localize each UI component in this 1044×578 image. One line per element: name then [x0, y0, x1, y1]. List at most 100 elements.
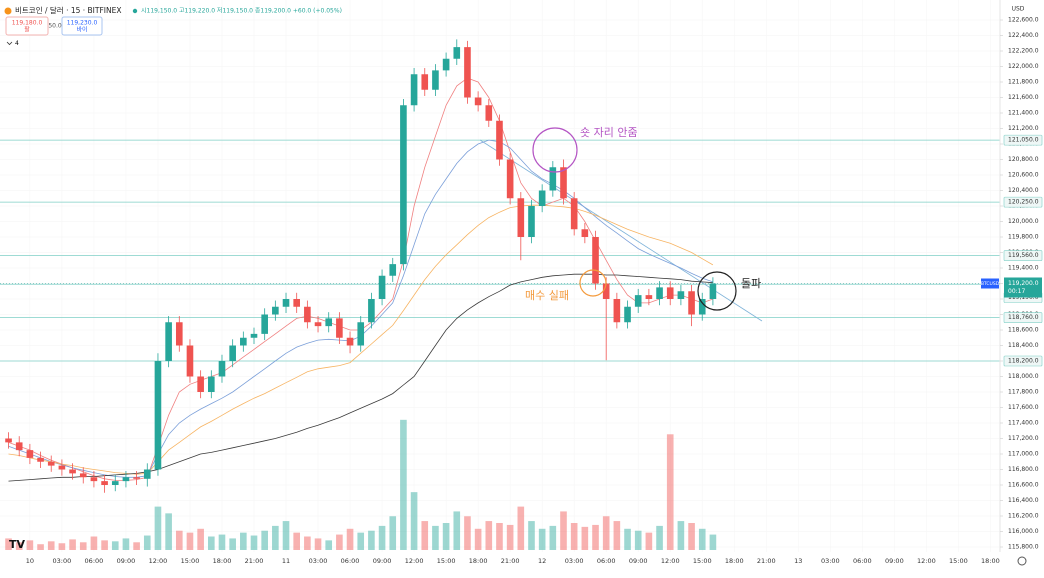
candle-body	[474, 97, 482, 106]
time-axis: 10 03:00 06:00 09:00 12:00 15:00 18:00 21:00 11 0…	[26, 557, 1000, 565]
volume-bar	[272, 525, 279, 550]
volume-bar	[15, 542, 23, 550]
level-label-box	[1003, 312, 1043, 323]
volume-bar	[293, 532, 300, 550]
volume-bar	[645, 532, 653, 550]
y-tick-label: 117,400.0	[1008, 420, 1039, 427]
volume-bar	[517, 506, 525, 550]
x-tick-label: 09:00	[629, 557, 648, 565]
volume-bar	[58, 543, 66, 550]
x-tick-label: 21:00	[501, 557, 520, 565]
volume-bar	[688, 523, 695, 550]
candle-body	[496, 120, 503, 160]
indicator-count[interactable]: 4	[15, 40, 19, 47]
symbol-title[interactable]: 비트코인 / 달러 · 15 · BITFINEX	[15, 5, 122, 15]
volume-bar	[26, 540, 34, 550]
candle-body	[378, 275, 386, 299]
candle-body	[528, 206, 535, 237]
candle-body	[634, 295, 642, 307]
level-label-box	[1003, 196, 1043, 208]
spread: 50.0	[48, 23, 62, 30]
candle-body	[581, 229, 589, 237]
level-label: 121,050.0	[1008, 137, 1039, 144]
candle-body	[602, 283, 610, 299]
x-tick-label: 11	[282, 557, 290, 565]
volume-bar	[250, 535, 258, 550]
x-tick-label: 18:00	[725, 557, 744, 565]
currency[interactable]: USD	[1012, 6, 1025, 13]
volume-bar	[453, 511, 461, 550]
candle-body	[47, 461, 55, 466]
symbol-badge-label: BTCUSD	[981, 281, 1000, 287]
candle-body	[314, 322, 322, 327]
x-tick-label: 15:00	[181, 557, 200, 565]
volume-bar	[218, 534, 226, 550]
x-tick-label: 12:00	[661, 557, 680, 565]
volume-bar	[325, 540, 333, 550]
volume-bar	[464, 516, 471, 550]
x-tick-label: 13	[794, 557, 802, 565]
volume-bar	[421, 521, 429, 550]
volume-bar	[47, 541, 55, 550]
volume-bar	[410, 492, 418, 550]
volume-bar	[613, 521, 621, 550]
x-tick-label: 18:00	[469, 557, 488, 565]
collapse-icon[interactable]	[6, 41, 13, 46]
level-label: 118,200.0	[1008, 358, 1039, 365]
annotation-circle	[579, 269, 607, 297]
settings-icon[interactable]	[1017, 556, 1027, 566]
candle-body	[677, 291, 685, 299]
logo[interactable]: TV	[9, 538, 26, 551]
candle-body	[111, 481, 119, 485]
volume-bar	[581, 526, 589, 550]
candle-body	[421, 74, 429, 90]
candle-body	[240, 337, 247, 346]
candle-body	[250, 333, 258, 338]
volume-bar	[592, 524, 599, 550]
buy-label: 바이	[76, 26, 87, 34]
volume-bar	[357, 532, 365, 550]
annotation: 돌파	[741, 277, 761, 290]
candle-body	[464, 47, 471, 98]
y-tick-label: 116,600.0	[1008, 482, 1039, 489]
level-label: 118,760.0	[1008, 314, 1039, 321]
candle-body	[538, 190, 546, 206]
candle-body	[133, 477, 140, 479]
y-tick-label: 120,800.0	[1008, 156, 1039, 163]
buy-button[interactable]	[61, 16, 103, 36]
sell-button[interactable]	[5, 16, 49, 36]
y-tick-label: 121,800.0	[1008, 79, 1039, 86]
volume-bar	[37, 544, 44, 550]
candle-body	[709, 283, 717, 299]
volume-bar	[549, 525, 557, 550]
candle-body	[666, 287, 674, 299]
y-tick-label: 119,400.0	[1008, 265, 1039, 272]
buy-price: 119,230.0	[67, 20, 98, 27]
volume-bar	[175, 530, 183, 550]
annotation: 매수 실패	[525, 289, 569, 302]
x-tick-label: 03:00	[821, 557, 840, 565]
x-tick-label: 06:00	[853, 557, 872, 565]
x-tick-label: 12:00	[405, 557, 424, 565]
candle-body	[432, 70, 439, 90]
candle-body	[656, 287, 663, 299]
sell-label: 팔	[24, 27, 30, 34]
level-label-box	[1003, 134, 1043, 146]
y-tick-label: 122,600.0	[1008, 17, 1039, 24]
candle-body	[389, 264, 397, 276]
volume-bar	[528, 521, 535, 550]
x-tick-label: 09:00	[117, 557, 136, 565]
volume-bar	[111, 541, 119, 550]
volume-bar	[5, 538, 12, 550]
candle-body	[453, 47, 461, 59]
volume-bar	[442, 523, 450, 550]
volume-bar	[336, 534, 343, 550]
y-tick-label: 120,000.0	[1008, 218, 1039, 225]
y-tick-label: 122,000.0	[1008, 63, 1039, 70]
candle-body	[506, 159, 514, 199]
current-price-label: 119,200.0	[1008, 280, 1039, 287]
volume-bar	[634, 530, 642, 550]
x-tick-label: 06:00	[85, 557, 104, 565]
candle-body	[101, 481, 108, 485]
